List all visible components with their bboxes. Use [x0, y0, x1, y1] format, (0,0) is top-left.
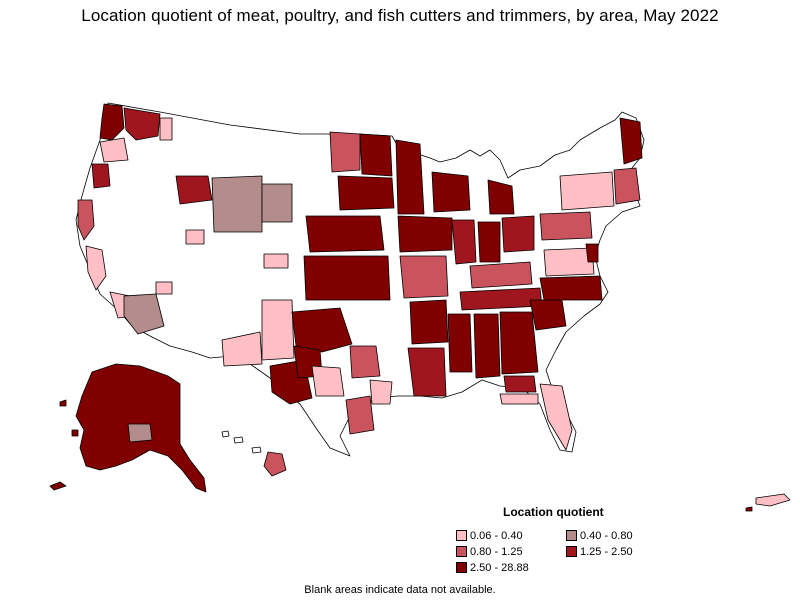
- region-wyoming-east: [261, 183, 293, 223]
- region-idaho-south: [175, 175, 213, 205]
- hawaii-big-island: [263, 451, 287, 477]
- region-louisiana: [407, 347, 447, 397]
- alaska-interior-area: [127, 423, 153, 443]
- region-texas-central: [311, 365, 345, 397]
- region-texas-east: [349, 345, 381, 379]
- legend-swatch-4: [456, 562, 467, 573]
- region-georgia-south: [503, 375, 537, 393]
- region-california-central: [85, 245, 107, 291]
- region-idaho-north: [159, 117, 173, 141]
- legend-label-3: 1.25 - 2.50: [580, 545, 633, 558]
- region-new-england: [613, 167, 641, 205]
- region-virginia: [543, 247, 595, 277]
- legend-swatch-2: [456, 546, 467, 557]
- alaska-island-1: [59, 399, 67, 407]
- puerto-rico: [755, 493, 791, 507]
- hawaii-maui: [251, 446, 262, 454]
- region-oregon-north: [99, 137, 129, 163]
- region-texas-houston: [345, 395, 375, 435]
- hawaii-kauai: [221, 430, 230, 438]
- region-ohio: [501, 215, 535, 253]
- region-georgia: [499, 311, 539, 375]
- region-maine: [619, 117, 643, 165]
- legend-swatch-1: [566, 530, 577, 541]
- region-texas-gulf: [369, 379, 393, 405]
- region-arkansas: [409, 299, 449, 345]
- region-iowa: [397, 215, 453, 253]
- legend-item-4: 2.50 - 28.88: [456, 561, 566, 574]
- region-washington-east: [123, 107, 161, 141]
- region-minnesota: [395, 139, 425, 215]
- region-new-mexico-east: [261, 299, 295, 361]
- legend-title: Location quotient: [503, 505, 604, 519]
- region-tennessee: [459, 287, 543, 311]
- region-kentucky: [469, 261, 533, 289]
- region-south-carolina: [529, 299, 567, 331]
- region-utah: [185, 229, 205, 245]
- region-new-mexico-south: [221, 331, 263, 367]
- virgin-islands: [745, 506, 753, 512]
- region-south-dakota: [337, 175, 395, 211]
- region-florida-panhandle: [499, 393, 539, 405]
- region-alabama: [473, 313, 501, 379]
- region-michigan-lower: [487, 179, 515, 215]
- region-arizona: [123, 293, 165, 335]
- region-colorado: [263, 253, 289, 269]
- legend-swatch-3: [566, 546, 577, 557]
- legend-item-0: 0.06 - 0.40: [456, 529, 566, 542]
- map-title: Location quotient of meat, poultry, and …: [81, 6, 719, 25]
- legend-label-4: 2.50 - 28.88: [470, 561, 529, 574]
- region-oregon-willamette: [91, 163, 111, 189]
- region-kansas: [303, 255, 391, 301]
- region-missouri: [399, 255, 449, 299]
- region-wyoming: [211, 175, 263, 233]
- region-mississippi: [447, 313, 473, 373]
- legend-label-1: 0.40 - 0.80: [580, 529, 633, 542]
- legend: 0.06 - 0.40 0.40 - 0.80 0.80 - 1.25 1.25…: [456, 529, 676, 574]
- region-california-north: [77, 199, 95, 241]
- footnote: Blank areas indicate data not available.: [304, 584, 496, 596]
- region-nebraska: [305, 215, 385, 253]
- region-new-york: [559, 171, 615, 211]
- region-indiana: [477, 221, 501, 263]
- alaska-island-2: [71, 429, 79, 437]
- legend-label-2: 0.80 - 1.25: [470, 545, 523, 558]
- legend-item-2: 0.80 - 1.25: [456, 545, 566, 558]
- region-north-carolina: [539, 275, 603, 301]
- region-arizona-east: [155, 281, 173, 295]
- legend-item-3: 1.25 - 2.50: [566, 545, 676, 558]
- region-florida: [539, 383, 573, 451]
- legend-swatch-0: [456, 530, 467, 541]
- legend-label-0: 0.06 - 0.40: [470, 529, 523, 542]
- region-illinois: [451, 219, 477, 265]
- alaska-aleutians: [49, 481, 67, 491]
- region-oklahoma: [291, 307, 353, 353]
- legend-item-1: 0.40 - 0.80: [566, 529, 676, 542]
- hawaii-oahu: [233, 436, 244, 444]
- region-north-dakota-east: [359, 133, 393, 177]
- region-delmarva: [585, 243, 599, 263]
- region-north-dakota: [329, 131, 361, 173]
- region-pennsylvania: [539, 211, 593, 241]
- region-wisconsin: [431, 171, 471, 213]
